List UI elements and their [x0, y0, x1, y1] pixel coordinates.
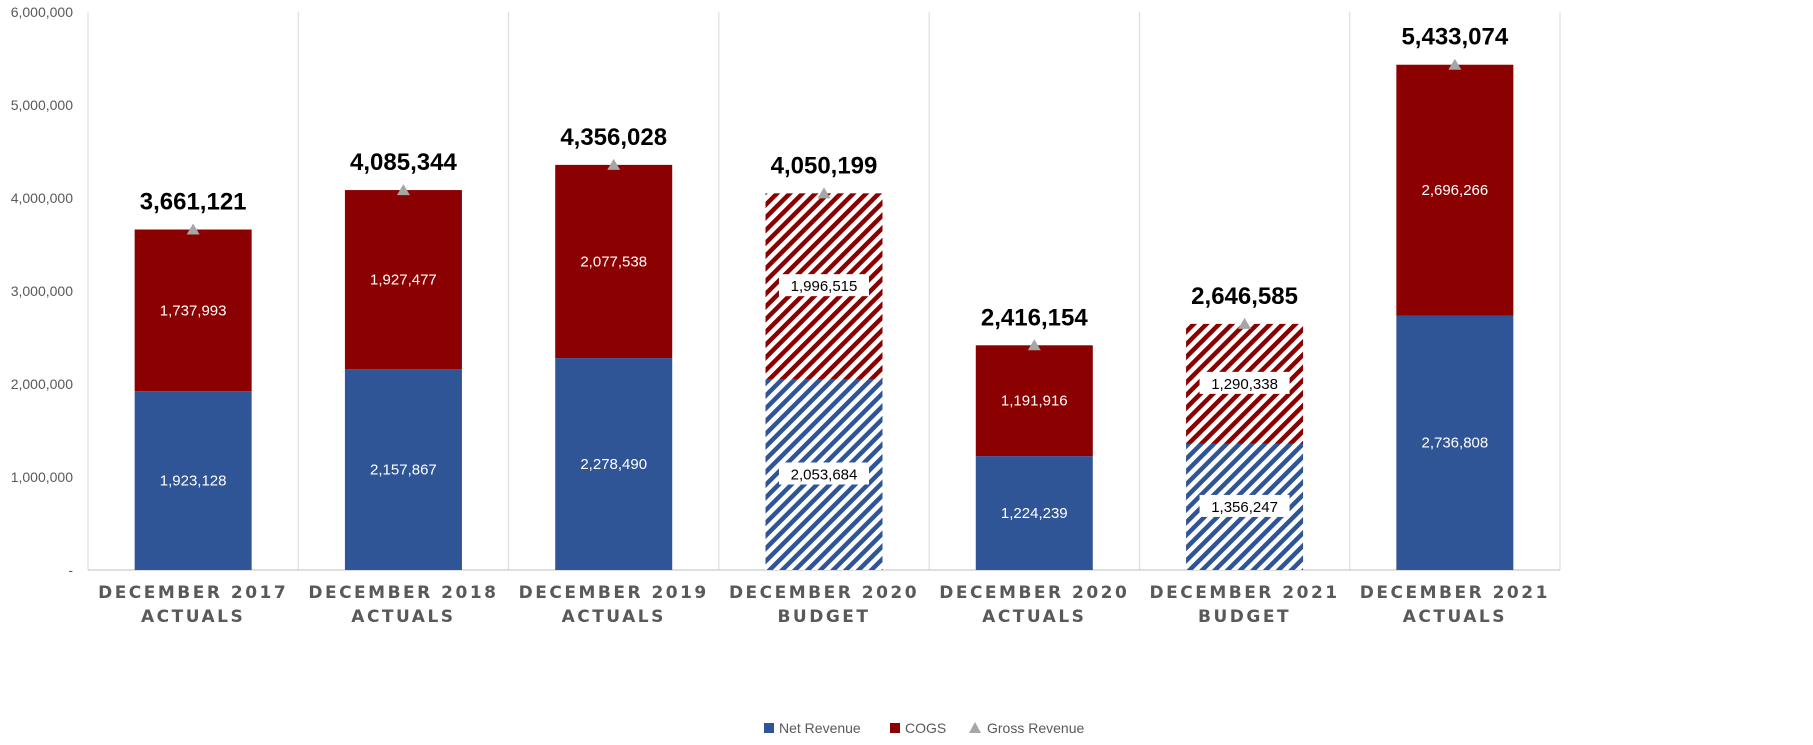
bar-net-revenue [344, 369, 462, 570]
legend-label-gross-revenue: Gross Revenue [987, 720, 1084, 736]
data-label-background [779, 462, 869, 485]
data-label-background [1199, 494, 1290, 517]
net-revenue-data-label: 1,356,247 [1211, 499, 1278, 516]
bars-layer [134, 64, 1514, 570]
bar-cogs [344, 190, 462, 370]
y-tick-label: 4,000,000 [11, 190, 73, 206]
gross-revenue-marker [817, 187, 831, 199]
gross-revenue-marker [396, 184, 410, 196]
net-revenue-data-label: 1,224,239 [1001, 505, 1068, 522]
category-label-line1: DECEMBER 2017 [98, 583, 288, 603]
bar-cogs [1396, 64, 1514, 316]
bar-net-revenue [975, 456, 1093, 570]
y-tick-label: 5,000,000 [11, 97, 73, 113]
gross-revenue-marker [186, 223, 200, 235]
category-label-line2: ACTUALS [351, 607, 455, 627]
cogs-data-label: 1,191,916 [1001, 393, 1068, 410]
gross-revenue-labels-layer: 3,661,121 4,085,344 4,356,028 4,050,199 2,41… [140, 24, 1509, 332]
category-label-line2: BUDGET [1198, 607, 1291, 627]
data-label-background [779, 274, 869, 297]
legend-label-net-revenue: Net Revenue [779, 720, 861, 736]
category-label-line2: ACTUALS [1403, 607, 1507, 627]
gross-revenue-data-label: 4,085,344 [350, 149, 457, 176]
cogs-data-label: 1,996,515 [791, 278, 858, 295]
net-revenue-data-label: 1,923,128 [160, 473, 227, 490]
y-tick-label: - [68, 562, 73, 578]
bar-net-revenue [134, 391, 252, 570]
category-label-line2: ACTUALS [141, 607, 245, 627]
gross-revenue-data-label: 5,433,074 [1401, 24, 1508, 51]
bar-net-revenue [1396, 315, 1514, 570]
cogs-data-label: 1,290,338 [1211, 376, 1278, 393]
bar-net-revenue [555, 358, 673, 570]
gross-revenue-marker [1238, 317, 1252, 329]
legend-swatch-cogs [890, 723, 900, 733]
gross-revenue-data-label: 4,050,199 [771, 152, 878, 179]
cogs-data-label: 1,927,477 [370, 272, 437, 289]
legend: Net Revenue COGS Gross Revenue [764, 720, 1084, 736]
gross-revenue-data-label: 2,646,585 [1191, 283, 1298, 310]
cogs-data-label: 1,737,993 [160, 302, 227, 319]
category-label-line1: DECEMBER 2021 [1360, 583, 1550, 603]
category-label-line2: BUDGET [777, 607, 870, 627]
gross-revenue-data-label: 4,356,028 [560, 124, 667, 151]
category-label-line1: DECEMBER 2021 [1150, 583, 1340, 603]
net-revenue-data-label: 2,278,490 [580, 456, 647, 473]
category-label-line2: ACTUALS [982, 607, 1086, 627]
gross-revenue-marker [1448, 58, 1462, 70]
y-tick-label: 1,000,000 [11, 469, 73, 485]
category-label-line1: DECEMBER 2019 [519, 583, 709, 603]
category-label-line1: DECEMBER 2020 [939, 583, 1129, 603]
bar-cogs [975, 345, 1093, 457]
category-label-line1: DECEMBER 2018 [308, 583, 498, 603]
net-revenue-data-label: 2,736,808 [1421, 435, 1488, 452]
cogs-data-label: 2,077,538 [580, 253, 647, 270]
category-label-line1: DECEMBER 2020 [729, 583, 919, 603]
bar-cogs [555, 164, 673, 359]
gross-revenue-marker [1027, 339, 1041, 351]
y-axis: - 1,000,000 2,000,000 3,000,000 4,000,000 5,0… [11, 4, 74, 578]
cogs-data-label: 2,696,266 [1421, 182, 1488, 199]
gross-revenue-data-label: 2,416,154 [981, 304, 1088, 331]
category-label-line2: ACTUALS [562, 607, 666, 627]
y-tick-label: 2,000,000 [11, 376, 73, 392]
x-axis: DECEMBER 2017 ACTUALS DECEMBER 2018 ACTUALS… [98, 583, 1550, 627]
gross-revenue-markers-layer [186, 58, 1462, 351]
net-revenue-data-label: 2,157,867 [370, 462, 437, 479]
net-revenue-data-label: 2,053,684 [791, 467, 858, 484]
bar-cogs [134, 229, 252, 392]
data-label-background [1199, 371, 1290, 394]
y-tick-label: 3,000,000 [11, 283, 73, 299]
gross-revenue-marker [607, 158, 621, 170]
legend-marker-gross-revenue [969, 722, 981, 733]
legend-swatch-net-revenue [764, 723, 774, 733]
gross-revenue-data-label: 3,661,121 [140, 189, 247, 216]
y-tick-label: 6,000,000 [11, 4, 73, 20]
legend-label-cogs: COGS [905, 720, 946, 736]
segment-labels-layer: 1,923,128 1,737,993 2,157,867 1,927,477 2,27… [160, 182, 1488, 522]
